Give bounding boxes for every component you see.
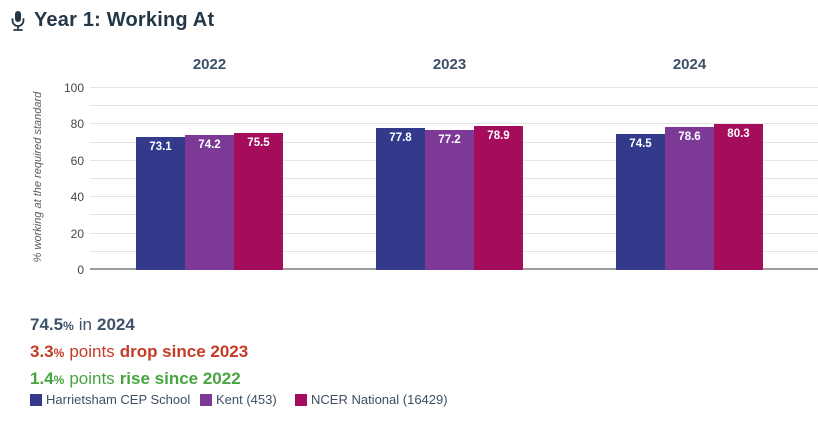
summary-connector: points	[69, 369, 115, 388]
bar: 73.1	[136, 136, 185, 270]
summary-rise-text: rise since 2022	[119, 369, 241, 388]
y-tick-label: 40	[70, 190, 84, 205]
bar: 78.6	[665, 126, 714, 270]
legend-item: Kent (453)	[200, 392, 277, 407]
bar-value-label: 75.5	[247, 136, 270, 149]
percent-sign: %	[63, 319, 74, 333]
summary-block: 74.5% in 2024 3.3% points drop since 2023 1.…	[30, 311, 248, 392]
year-header-2022: 2022	[192, 56, 227, 73]
summary-rise-value: 1.4	[30, 369, 54, 388]
bar: 74.5	[616, 134, 665, 270]
page-title: Year 1: Working At	[34, 9, 215, 31]
summary-line-rise: 1.4% points rise since 2022	[30, 365, 248, 392]
bar-value-label: 73.1	[149, 140, 172, 153]
y-tick-label: 80	[70, 117, 84, 132]
gridline	[90, 87, 818, 88]
legend-label: Kent (453)	[216, 392, 277, 407]
legend-label: Harrietsham CEP School	[46, 392, 191, 407]
legend-item: NCER National (16429)	[295, 392, 448, 407]
legend-swatch	[200, 393, 212, 406]
y-tick-label: 60	[70, 153, 84, 168]
bar-value-label: 78.6	[678, 130, 701, 143]
summary-line-drop: 3.3% points drop since 2023	[30, 338, 248, 365]
bar: 77.2	[425, 129, 474, 270]
bar: 80.3	[714, 123, 763, 270]
year-header-2023: 2023	[432, 56, 467, 73]
bar: 74.2	[185, 134, 234, 270]
legend-swatch	[30, 393, 42, 406]
percent-sign: %	[53, 346, 65, 360]
gridline	[90, 123, 818, 125]
chart-header: Year 1: Working At	[10, 9, 214, 32]
y-tick-label: 100	[63, 81, 84, 95]
percent-sign: %	[53, 373, 65, 387]
legend-item: Harrietsham CEP School	[30, 392, 190, 407]
summary-current-value: 74.5	[30, 315, 64, 334]
summary-line-current: 74.5% in 2024	[30, 311, 248, 338]
summary-drop-text: drop since 2023	[119, 342, 249, 361]
bar: 75.5	[234, 132, 283, 270]
summary-current-year: 2024	[97, 315, 135, 334]
bar: 77.8	[376, 128, 425, 270]
legend-swatch	[295, 393, 307, 406]
y-tick-label: 20	[70, 226, 84, 241]
bar-value-label: 74.2	[198, 138, 221, 151]
bar-value-label: 80.3	[727, 127, 750, 140]
bar-value-label: 74.5	[629, 138, 652, 151]
bar-value-label: 78.9	[487, 130, 510, 143]
summary-connector: in	[78, 315, 92, 334]
year-header-2024: 2024	[672, 56, 707, 73]
chart-legend: Harrietsham CEP School Kent (453) NCER Nat…	[30, 392, 790, 408]
microphone-icon	[10, 10, 26, 32]
gridline	[90, 105, 818, 107]
summary-drop-value: 3.3	[30, 342, 54, 361]
legend-label: NCER National (16429)	[311, 392, 448, 407]
summary-connector: points	[69, 342, 115, 361]
bar-value-label: 77.2	[438, 133, 461, 146]
bar-value-label: 77.8	[389, 132, 412, 145]
bar: 78.9	[474, 126, 523, 270]
y-tick-label: 0	[77, 263, 84, 277]
plot-area: 73.1 74.2 75.5 77.8 77.2 78.9 74.5 78.6 80.3	[90, 87, 818, 270]
